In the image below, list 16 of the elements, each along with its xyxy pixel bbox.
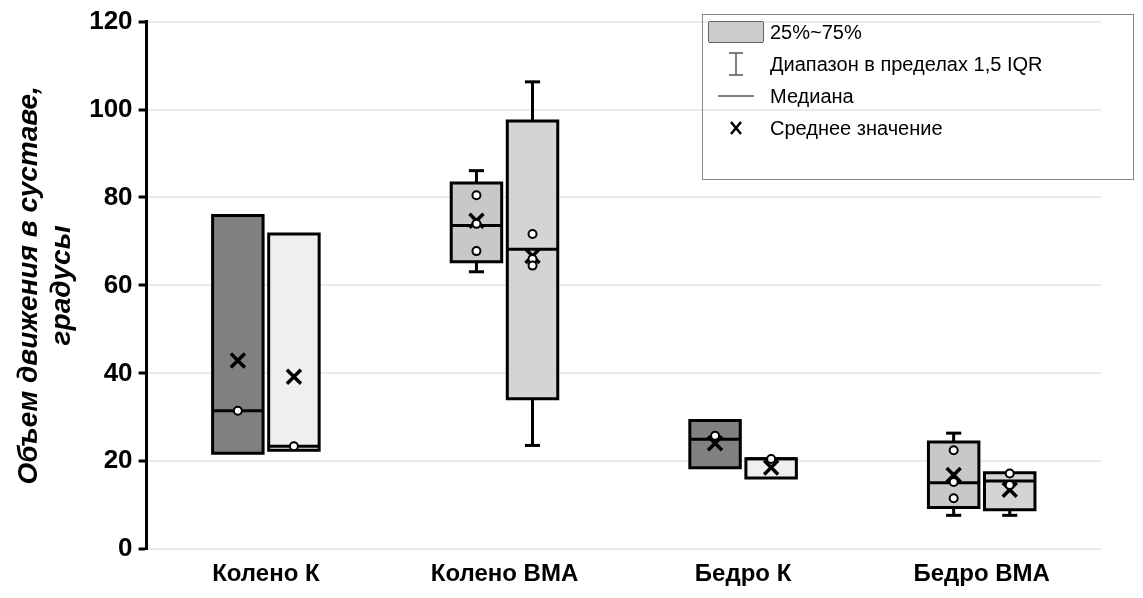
x-tick-label: Бедро ВМА (913, 559, 1050, 587)
y-tick-label: 100 (89, 92, 133, 123)
annotation: Медиана (770, 84, 854, 108)
annotation: Среднее значение (770, 116, 943, 140)
y-tick-label: 0 (118, 532, 133, 563)
y-tick-label: 80 (103, 180, 133, 211)
annotation: 25%~75% (770, 20, 862, 44)
y-tick-label: 120 (89, 4, 133, 35)
y-axis-title: Объем движения в суставе, градусы (11, 86, 77, 485)
y-tick-label: 20 (103, 444, 133, 475)
y-tick-label: 40 (103, 356, 133, 387)
x-tick-label: Бедро К (694, 559, 792, 587)
x-tick-label: Колено К (212, 559, 320, 587)
y-tick-label: 60 (103, 268, 133, 299)
x-tick-label: Колено ВМА (430, 559, 579, 587)
annotation: Диапазон в пределах 1,5 IQR (770, 52, 1043, 76)
